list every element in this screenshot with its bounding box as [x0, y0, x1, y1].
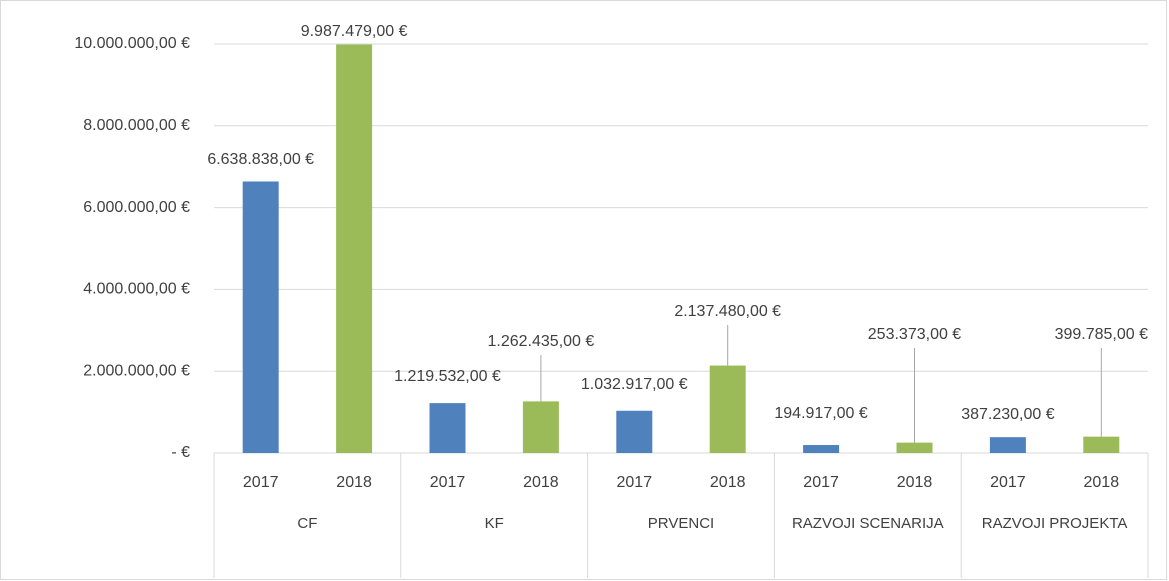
y-tick-label: 6.000.000,00 € — [83, 199, 190, 216]
data-label: 6.638.838,00 € — [207, 151, 314, 168]
y-tick-label: 4.000.000,00 € — [83, 281, 190, 298]
bar — [896, 442, 933, 453]
bar — [616, 410, 653, 453]
category-label: RAZVOJI PROJEKTA — [981, 515, 1128, 532]
bar — [336, 44, 373, 453]
category-label-box: PRVENCI — [647, 515, 715, 532]
series-label: 2017 — [243, 474, 279, 491]
data-label: 9.987.479,00 € — [301, 23, 408, 40]
data-label: 1.262.435,00 € — [488, 333, 595, 350]
series-label: 2017 — [803, 474, 839, 491]
series-label: 2018 — [336, 474, 372, 491]
y-tick-label: 8.000.000,00 € — [83, 117, 190, 134]
bar — [429, 403, 466, 453]
category-label-box: CF — [297, 515, 318, 532]
series-label: 2017 — [430, 474, 466, 491]
category-label: PRVENCI — [647, 515, 715, 532]
data-label: 399.785,00 € — [1055, 326, 1149, 343]
bar — [242, 181, 279, 453]
bar — [803, 445, 840, 453]
data-label: 253.373,00 € — [868, 326, 962, 343]
bar — [522, 401, 559, 453]
category-label-box: KF — [484, 515, 504, 532]
series-label: 2018 — [523, 474, 559, 491]
data-label: 387.230,00 € — [961, 406, 1055, 423]
category-label-box: RAZVOJI SCENARIJA — [791, 515, 944, 532]
series-label: 2017 — [617, 474, 653, 491]
data-label: 1.032.917,00 € — [581, 376, 688, 393]
y-tick-label: 10.000.000,00 € — [74, 35, 190, 52]
bar — [1083, 436, 1120, 453]
series-label: 2017 — [990, 474, 1026, 491]
category-label: CF — [297, 515, 318, 532]
bar — [709, 365, 746, 453]
bar — [989, 437, 1026, 453]
y-tick-label: 2.000.000,00 € — [83, 362, 190, 379]
category-label-box: RAZVOJI PROJEKTA — [981, 515, 1128, 532]
y-tick-label: - € — [171, 444, 190, 461]
category-label: KF — [484, 515, 504, 532]
data-label: 1.219.532,00 € — [394, 368, 501, 385]
data-label: 2.137.480,00 € — [674, 303, 781, 320]
category-label: RAZVOJI SCENARIJA — [791, 515, 944, 532]
series-label: 2018 — [710, 474, 746, 491]
series-label: 2018 — [1084, 474, 1120, 491]
series-label: 2018 — [897, 474, 933, 491]
data-label: 194.917,00 € — [774, 405, 868, 422]
